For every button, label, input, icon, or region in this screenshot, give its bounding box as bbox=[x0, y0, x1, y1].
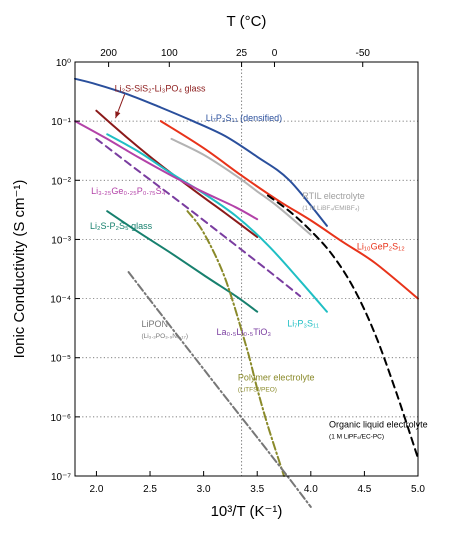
series-sublabel-9: (LiTFSI/PEO) bbox=[238, 387, 277, 394]
series-label-5: Li₁₀GeP₂S₁₂ bbox=[357, 241, 405, 251]
y-tick-label: 10⁻² bbox=[51, 176, 71, 187]
series-label-layer: Li₂S-SiS₂-Li₃PO₄ glass Li₇P₃S₁₁ (densifie… bbox=[90, 83, 428, 440]
series-line-5 bbox=[74, 120, 259, 221]
series-label-0: Li₂S-SiS₂-Li₃PO₄ glass bbox=[115, 83, 206, 93]
x-tick-label: 5.0 bbox=[411, 484, 425, 495]
x-tick-label: 4.5 bbox=[357, 484, 371, 495]
y-tick-label: 10⁰ bbox=[56, 58, 71, 69]
top-tick-label: 200 bbox=[100, 48, 117, 59]
series-line-9 bbox=[186, 210, 285, 477]
top-tick-label: 25 bbox=[236, 48, 248, 59]
series-line-1 bbox=[74, 77, 328, 227]
series-line-3 bbox=[106, 133, 328, 313]
y-tick-label: 10⁻³ bbox=[51, 235, 71, 246]
series-layer bbox=[74, 77, 419, 508]
series-label-arrow-head bbox=[115, 111, 121, 119]
x-tick-label: 3.5 bbox=[250, 484, 264, 495]
top-tick-label: 100 bbox=[161, 48, 178, 59]
x-tick-label: 3.0 bbox=[197, 484, 211, 495]
series-line-10 bbox=[127, 271, 312, 508]
series-label-2: RTIL electrolyte bbox=[302, 191, 365, 201]
top-tick-label: -50 bbox=[355, 48, 370, 59]
x-axis-title: 10³/T (K⁻¹) bbox=[211, 503, 283, 520]
top-tick-label: 0 bbox=[272, 48, 278, 59]
series-sublabel-8: (Li₃.₃PO₃.₉N₀.₁₇) bbox=[141, 333, 188, 340]
series-label-9: Polymer electrolyte bbox=[238, 373, 315, 383]
y-axis-title: Ionic Conductivity (S cm⁻¹) bbox=[11, 180, 28, 359]
tick-layer: 2.0 2.5 3.0 3.5 4.0 4.5 5.0 10⁰ 10⁻¹ 10⁻² 10⁻³ 10⁻⁴… bbox=[50, 48, 425, 495]
x-tick-label: 4.0 bbox=[304, 484, 318, 495]
y-tick-label: 10⁻⁷ bbox=[51, 472, 71, 483]
series-sublabel-10: (1 M LiPF₆/EC-PC) bbox=[329, 434, 384, 441]
plot-frame bbox=[74, 61, 419, 477]
series-sublabel-2: (1 M LiBF₄/EMIBF₄) bbox=[302, 205, 359, 212]
series-line-2 bbox=[159, 120, 419, 300]
series-label-8: LiPON bbox=[141, 319, 168, 329]
series-line-4 bbox=[170, 137, 312, 236]
y-tick-label: 10⁻⁵ bbox=[50, 354, 71, 365]
series-label-3: Li₃.₂₅Ge₀.₂₅P₀.₇₅S₄ bbox=[91, 186, 166, 196]
top-axis-title: T (°C) bbox=[227, 13, 267, 30]
series-label-7: La₀.₅Li₀.₅TiO₃ bbox=[216, 327, 271, 337]
x-tick-label: 2.0 bbox=[89, 484, 103, 495]
series-line-6 bbox=[106, 210, 259, 313]
y-tick-label: 10⁻⁴ bbox=[50, 295, 71, 306]
series-line-7 bbox=[95, 137, 302, 298]
y-tick-label: 10⁻¹ bbox=[51, 117, 71, 128]
series-label-1: Li₇P₃S₁₁ (densified) bbox=[206, 113, 282, 123]
series-label-6: Li₇P₃S₁₁ bbox=[287, 318, 319, 328]
series-line-8 bbox=[266, 194, 419, 460]
series-label-10: Organic liquid electrolyte bbox=[329, 420, 428, 430]
series-label-4: Li₂S-P₂S₅ glass bbox=[90, 221, 153, 231]
y-tick-label: 10⁻⁶ bbox=[50, 413, 71, 424]
x-tick-label: 2.5 bbox=[143, 484, 157, 495]
